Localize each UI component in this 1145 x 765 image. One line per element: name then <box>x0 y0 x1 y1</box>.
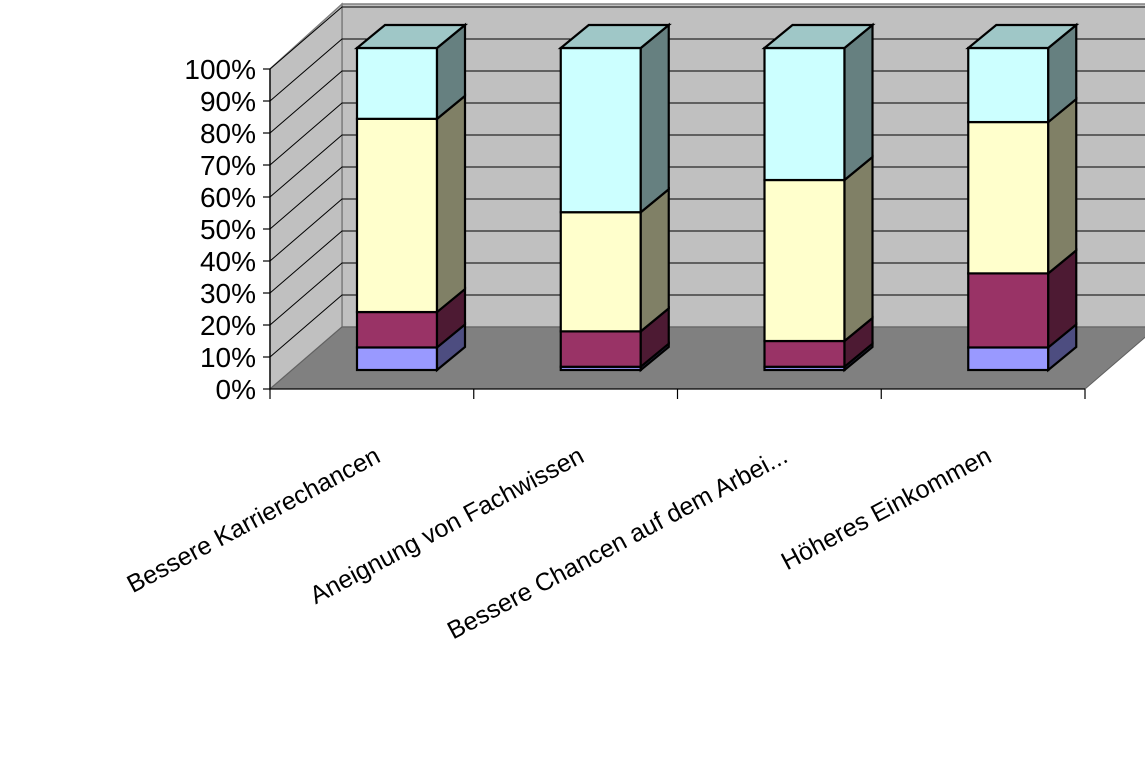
bar-segment <box>763 154 874 344</box>
bar-segment-front <box>559 46 642 214</box>
bar-segment <box>763 22 874 183</box>
gridline <box>269 294 1145 358</box>
y-tick-label: 80% <box>200 118 256 149</box>
bar-segment-front <box>355 46 439 120</box>
bar-segment <box>967 248 1078 350</box>
gridline <box>269 6 1145 70</box>
bar-segment-front <box>967 120 1050 275</box>
bar-segment <box>559 22 670 215</box>
bar-segment-front <box>355 117 439 314</box>
y-tick-labels: 0%10%20%30%40%50%60%70%80%90%100% <box>184 54 256 405</box>
axes <box>263 68 1086 399</box>
bar-segment-front <box>763 339 846 368</box>
bar-segment-front <box>763 46 846 182</box>
bar-segment <box>763 315 874 370</box>
category-label: Bessere Chancen auf dem Arbei... <box>443 442 792 645</box>
y-tick-label: 40% <box>200 246 256 277</box>
chart-walls <box>268 2 1145 391</box>
y-tick-label: 100% <box>184 54 256 85</box>
bar-segment-side <box>639 186 670 334</box>
bar-segment-side <box>639 22 670 215</box>
bar-segment <box>559 186 670 334</box>
gridline <box>269 102 1145 166</box>
bar-segment-front <box>559 330 642 368</box>
bar-top <box>353 23 469 50</box>
bar-segment-front <box>967 46 1050 124</box>
gridlines <box>269 6 1145 358</box>
y-tick-label: 20% <box>200 310 256 341</box>
category-label: Höheres Einkommen <box>777 442 996 576</box>
gridline <box>269 70 1145 134</box>
y-tick-label: 30% <box>200 278 256 309</box>
bar-segment-side <box>435 93 467 315</box>
bar-segment-front <box>967 272 1050 349</box>
y-tick-label: 10% <box>200 342 256 373</box>
y-tick-label: 60% <box>200 182 256 213</box>
side-wall <box>269 2 343 391</box>
bar-segment-front <box>967 346 1050 372</box>
bar-top <box>761 23 876 50</box>
bar-segment-front <box>355 310 439 349</box>
y-tick-label: 0% <box>216 374 256 405</box>
bar-segment-front <box>559 211 642 333</box>
bar-segment <box>559 306 670 370</box>
gridline <box>269 230 1145 294</box>
y-tick-label: 90% <box>200 86 256 117</box>
bars <box>353 22 1080 373</box>
bar-segment-side <box>1047 96 1078 276</box>
gridline <box>269 262 1145 326</box>
bar-segment <box>967 96 1078 276</box>
bar-segment-side <box>843 154 874 344</box>
gridline <box>269 166 1145 230</box>
bar-segment <box>355 22 467 122</box>
gridline <box>269 198 1145 262</box>
gridline <box>269 134 1145 198</box>
bar-segment <box>967 22 1078 125</box>
bar-segment-front <box>763 178 846 343</box>
bar-segment-front <box>355 346 439 372</box>
bar-segment-side <box>843 22 874 183</box>
y-tick-label: 50% <box>200 214 256 245</box>
bar-segment <box>355 93 467 315</box>
gridline <box>269 38 1145 102</box>
y-tick-label: 70% <box>200 150 256 181</box>
bar-top <box>557 23 672 50</box>
bar-top <box>965 23 1080 50</box>
